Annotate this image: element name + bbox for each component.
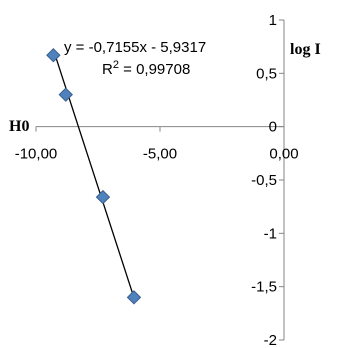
y-tick-label: 0 [269,119,277,136]
r-squared-label: R2 = 0,99708 [102,59,190,78]
y-tick-label: -1,5 [251,279,277,296]
x-tick-label: 0,00 [269,146,298,163]
data-point [46,47,61,63]
x-tick-label: -10,00 [15,146,58,163]
axes [35,19,285,341]
tick-labels: 1 0,5 0 -0,5 -1 -1,5 -2 -10,00 -5,00 0,00 [15,12,299,348]
y-tick-label: -1 [264,225,277,242]
y-tick-label: -0,5 [251,172,277,189]
equation-label: y = -0,7155x - 5,9317 [64,39,206,56]
data-point [126,290,142,305]
y-tick-label: -2 [264,332,277,348]
data-point [95,189,111,205]
x-tick-label: -5,00 [143,146,177,163]
y-tick-label: 1 [269,12,277,29]
x-axis-title: H0 [9,118,29,135]
y-tick-label: 0,5 [256,65,277,82]
y-axis-title: log I [290,41,321,58]
data-point [58,87,73,102]
trendline [52,49,134,295]
data-points [46,47,142,305]
trendline-layer [52,49,134,295]
